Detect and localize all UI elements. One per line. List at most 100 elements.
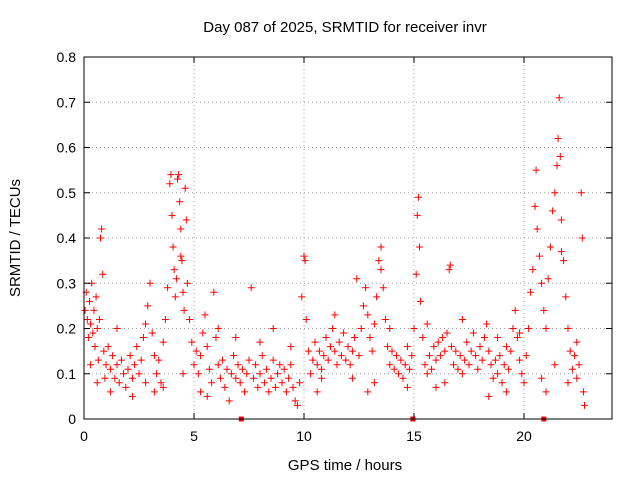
data-point (410, 325, 418, 332)
data-point (289, 383, 297, 391)
data-point (99, 270, 107, 278)
data-point (142, 379, 150, 387)
data-point (390, 365, 398, 373)
data-point (542, 388, 550, 396)
data-point (337, 352, 345, 360)
data-point (322, 334, 330, 342)
data-point (425, 352, 433, 360)
data-point (309, 356, 317, 364)
data-point (401, 361, 409, 369)
data-point (546, 243, 554, 251)
data-point (269, 325, 277, 332)
data-point (313, 388, 321, 396)
y-tick-label: 0.4 (57, 230, 77, 246)
data-point (392, 352, 400, 360)
data-point (115, 379, 123, 387)
data-point (192, 347, 200, 355)
data-point (177, 225, 185, 233)
data-point (232, 334, 240, 342)
data-point (287, 361, 295, 369)
data-point (258, 352, 266, 360)
data-point (450, 361, 458, 369)
data-point (577, 189, 585, 197)
data-point (117, 356, 125, 364)
data-point (190, 361, 198, 369)
data-point (180, 306, 188, 314)
data-point (480, 334, 488, 342)
data-point (315, 347, 323, 355)
data-point (542, 325, 550, 332)
data-point (491, 356, 499, 364)
x-tick-label: 10 (296, 428, 312, 444)
data-point (144, 302, 152, 310)
data-point (456, 352, 464, 360)
data-point (282, 388, 290, 396)
data-point (511, 306, 519, 314)
data-point (225, 397, 233, 405)
x-tick-label: 20 (516, 428, 532, 444)
data-point (544, 275, 552, 283)
data-point (573, 338, 581, 346)
data-point (496, 352, 504, 360)
data-point (423, 370, 431, 378)
data-point (445, 266, 453, 274)
data-point (83, 315, 91, 323)
data-point (458, 370, 466, 378)
data-point (101, 374, 109, 382)
data-point (324, 356, 332, 364)
data-point (311, 338, 319, 346)
data-point (188, 338, 196, 346)
data-point (458, 315, 466, 323)
data-point (364, 388, 372, 396)
data-point (210, 288, 218, 296)
data-point (179, 370, 187, 378)
data-point (432, 356, 440, 364)
y-tick-label: 0.3 (57, 275, 77, 291)
data-point (359, 302, 367, 310)
data-point (452, 347, 460, 355)
data-point (227, 370, 235, 378)
data-point (538, 374, 546, 382)
data-point (370, 379, 378, 387)
data-point (128, 392, 136, 400)
data-point (344, 343, 352, 351)
data-point (274, 370, 282, 378)
data-point (304, 347, 312, 355)
data-point (106, 388, 114, 396)
data-point (441, 347, 449, 355)
data-point (201, 311, 209, 319)
data-point (522, 352, 530, 360)
data-point (419, 334, 427, 342)
data-point (148, 329, 156, 337)
data-point (553, 162, 561, 170)
data-point (219, 356, 227, 364)
data-point (293, 401, 301, 409)
data-point (467, 347, 475, 355)
data-point (505, 365, 513, 373)
data-point (300, 252, 308, 260)
data-point (469, 329, 477, 337)
data-point (111, 374, 119, 382)
axis-ticks: 0 0.1 0.2 0.3 0.4 0.5 0.6 0.7 0.8 0 5 10 15 20 (57, 49, 612, 444)
data-point (182, 216, 190, 224)
data-point (234, 361, 242, 369)
y-tick-label: 0.6 (57, 140, 77, 156)
data-point (421, 361, 429, 369)
data-point (236, 379, 244, 387)
data-point (169, 243, 177, 251)
data-point (348, 347, 356, 355)
data-point (443, 329, 451, 337)
data-point (269, 356, 277, 364)
data-point (524, 325, 532, 332)
data-point (102, 361, 110, 369)
data-point (434, 338, 442, 346)
data-point (566, 347, 574, 355)
data-point (150, 388, 158, 396)
data-point (335, 338, 343, 346)
y-tick-label: 0.2 (57, 321, 77, 337)
data-point (423, 320, 431, 328)
data-point (579, 388, 587, 396)
data-point (216, 374, 224, 382)
data-point (388, 347, 396, 355)
